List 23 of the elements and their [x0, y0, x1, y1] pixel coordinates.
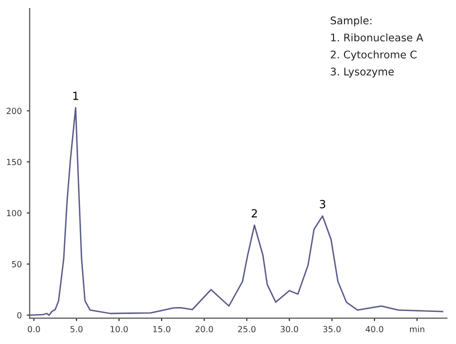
x-tick-label: 40.0 [366, 326, 384, 332]
y-tick-label: 0 [17, 312, 22, 318]
x-tick-label: 5.0 [70, 326, 83, 332]
x-tick-label: 20.0 [196, 326, 213, 332]
annotation: 2. Cytochrome C [330, 50, 417, 60]
y-tick-label: 200 [6, 108, 22, 114]
annotation: 2 [252, 209, 257, 218]
x-tick-label: 10.0 [110, 326, 128, 332]
annotation: 3. Lysozyme [330, 68, 394, 78]
y-tick-label: 50 [12, 261, 22, 268]
x-tick-label: 25.0 [238, 326, 256, 332]
x-tick-label: 35.0 [323, 326, 341, 332]
line-series [30, 107, 444, 316]
annotation: Sample: [330, 16, 372, 26]
x-tick-label: min [410, 326, 424, 332]
y-tick-label: 150 [7, 158, 22, 166]
annotation: 1 [73, 92, 78, 100]
x-tick-label: 0.0 [28, 326, 40, 332]
annotation: 1. Ribonuclease A [331, 33, 424, 42]
x-tick-label: 30.0 [280, 326, 298, 332]
y-tick-label: 100 [7, 210, 22, 216]
x-tick-label: 15.0 [153, 326, 170, 332]
annotation: 3 [320, 200, 326, 208]
